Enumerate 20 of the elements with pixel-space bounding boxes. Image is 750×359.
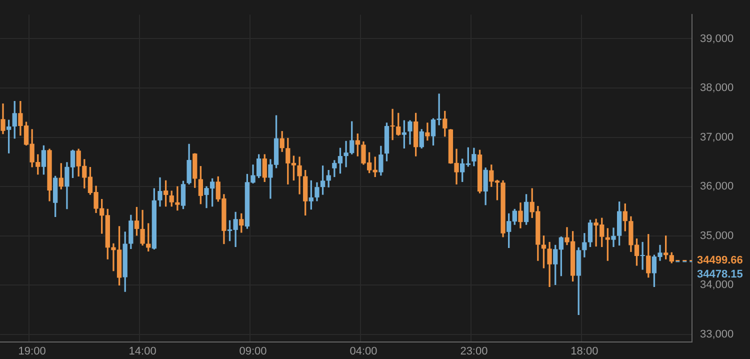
y-tick-label: 38,000 xyxy=(700,82,734,94)
y-tick-label: 36,000 xyxy=(700,180,734,193)
y-tick-label: 39,000 xyxy=(700,32,734,45)
x-tick-label: 04:00 xyxy=(350,345,378,358)
x-tick-label: 19:00 xyxy=(18,345,46,358)
candlestick xyxy=(425,122,430,141)
x-tick-label: 14:00 xyxy=(128,345,156,358)
y-tick-label: 34,000 xyxy=(700,279,734,292)
ref-line-label: 34478.15 xyxy=(697,268,743,281)
y-tick-label: 35,000 xyxy=(700,230,734,242)
ref-line-label: 34499.66 xyxy=(697,254,743,267)
candlestick xyxy=(175,186,180,211)
y-tick-label: 37,000 xyxy=(700,131,734,144)
x-tick-label: 23:00 xyxy=(460,345,488,358)
x-tick-label: 18:00 xyxy=(570,345,598,358)
candlestick xyxy=(640,242,645,270)
x-tick-label: 09:00 xyxy=(239,345,267,358)
candlestick xyxy=(611,228,616,248)
candlestick xyxy=(390,108,395,140)
y-tick-label: 33,000 xyxy=(700,328,734,340)
